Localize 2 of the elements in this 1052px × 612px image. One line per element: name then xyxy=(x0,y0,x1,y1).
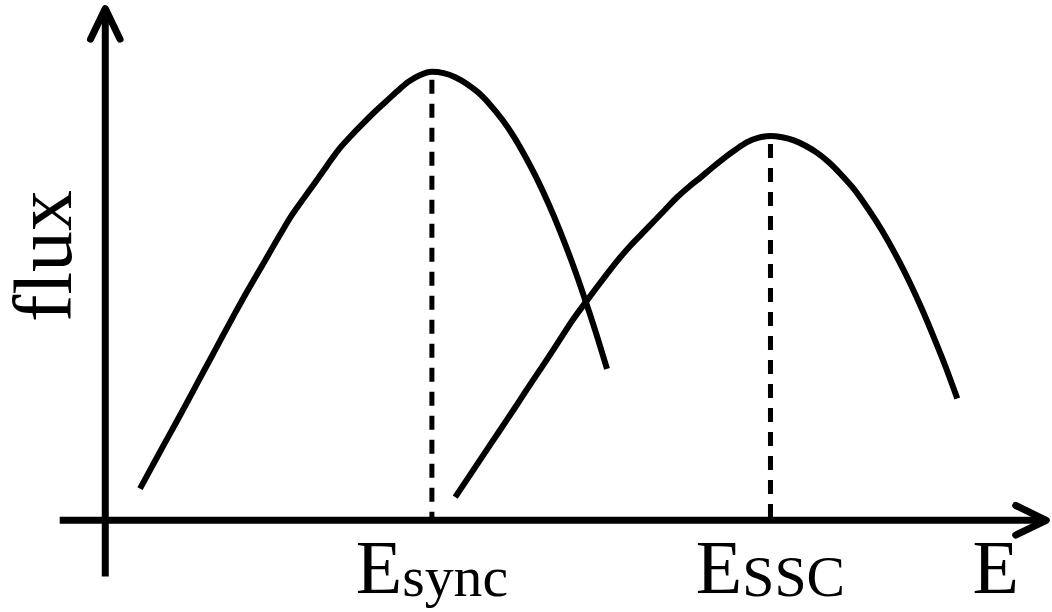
y-axis-title: flux xyxy=(0,190,90,323)
x-axis-title: E xyxy=(972,524,1019,611)
